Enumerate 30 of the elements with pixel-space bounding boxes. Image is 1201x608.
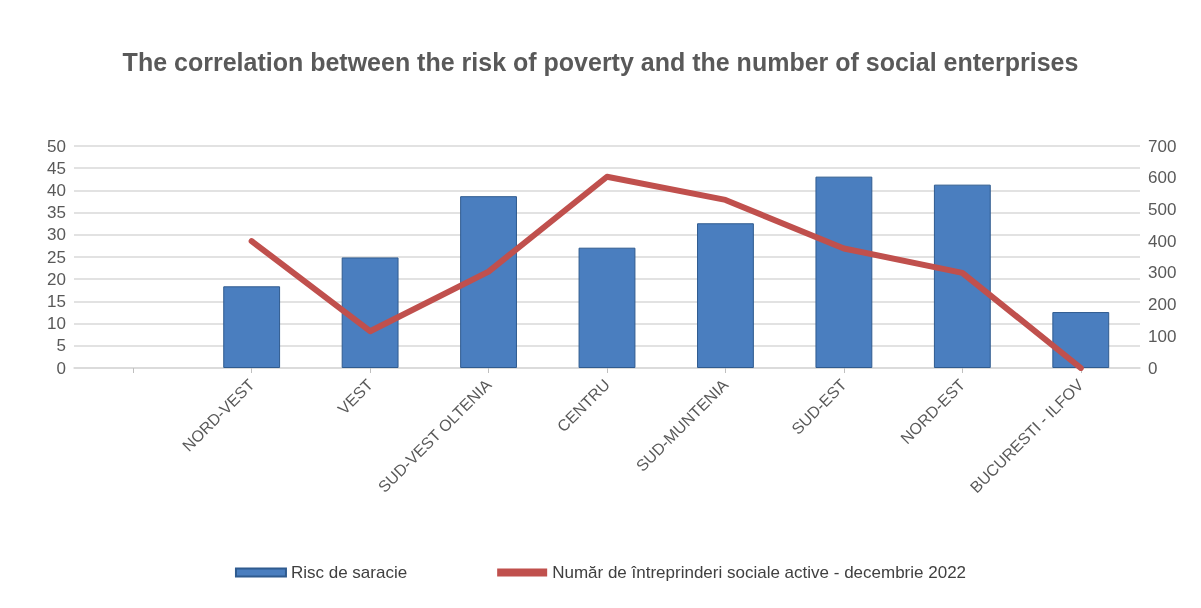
y2-tick-label: 600 <box>1148 168 1177 188</box>
bar <box>815 176 873 368</box>
y-tick-label: 25 <box>47 247 66 267</box>
bar <box>341 257 399 368</box>
y-tick-label: 15 <box>47 291 66 311</box>
y2-tick-label: 0 <box>1148 358 1158 378</box>
bar <box>697 223 754 368</box>
y-tick-label: 5 <box>56 336 66 356</box>
y2-tick-label: 200 <box>1148 295 1177 315</box>
y2-tick-label: 700 <box>1148 136 1177 156</box>
y2-tick-label: 400 <box>1148 231 1177 251</box>
y-tick-label: 50 <box>47 136 66 156</box>
y-tick-label: 10 <box>47 314 66 334</box>
y-tick-label: 20 <box>47 269 66 289</box>
y-tick-label: 35 <box>47 203 66 223</box>
bar <box>223 286 281 368</box>
y-tick-label: 0 <box>56 358 66 378</box>
bar <box>578 247 636 368</box>
y-tick-label: 45 <box>47 158 66 178</box>
y2-tick-label: 100 <box>1148 326 1177 346</box>
y-tick-label: 30 <box>47 225 66 245</box>
y2-tick-label: 300 <box>1148 263 1177 283</box>
bar <box>1052 312 1110 368</box>
legend-label: Număr de întreprinderi sociale active - decembrie 2022 <box>552 563 967 582</box>
bar <box>460 196 517 368</box>
y2-tick-label: 500 <box>1148 199 1177 219</box>
legend-label: Risc de saracie <box>290 563 408 582</box>
chart-title: The correlation between the risk of poverty and the number of social enterprises <box>122 48 1079 76</box>
y-tick-label: 40 <box>47 180 66 200</box>
bar <box>933 184 991 368</box>
